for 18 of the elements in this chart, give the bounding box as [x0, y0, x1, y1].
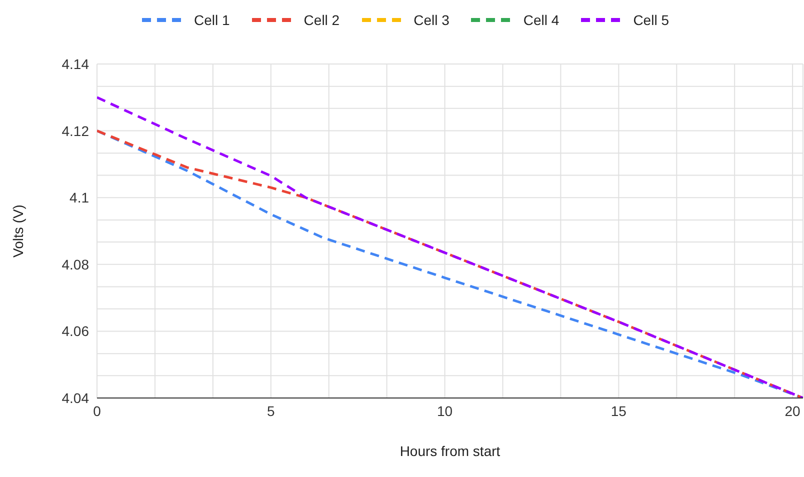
legend-label: Cell 3 [414, 12, 450, 28]
y-tick-label: 4.14 [62, 56, 90, 72]
y-tick-label: 4.12 [62, 122, 90, 139]
x-tick-label: 20 [784, 402, 801, 419]
x-tick-label: 10 [436, 402, 453, 419]
y-axis-title: Volts (V) [10, 204, 26, 258]
legend-label: Cell 5 [633, 12, 669, 28]
y-tick-label: 4.06 [62, 323, 90, 340]
x-tick-label: 15 [610, 402, 627, 419]
legend-label: Cell 1 [194, 12, 230, 28]
x-tick-label: 0 [93, 402, 102, 419]
y-tick-label: 4.04 [62, 390, 90, 406]
legend-label: Cell 4 [523, 12, 560, 28]
y-tick-label: 4.1 [70, 190, 90, 206]
y-tick-label: 4.08 [62, 256, 90, 272]
x-axis-title: Hours from start [400, 443, 500, 459]
legend-label: Cell 2 [304, 12, 340, 28]
x-tick-label: 5 [266, 402, 275, 419]
